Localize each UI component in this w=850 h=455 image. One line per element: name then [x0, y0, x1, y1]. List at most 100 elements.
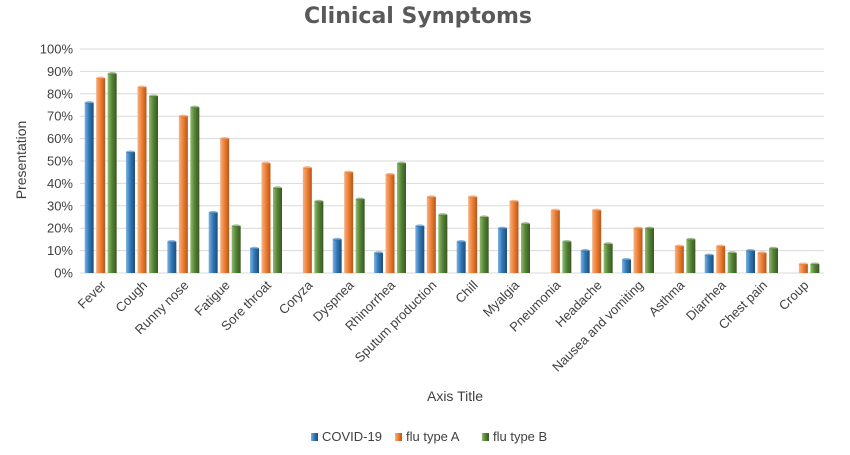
bar-flu-type-b-coryza — [314, 201, 324, 273]
bar-flu-type-b-cough — [149, 96, 158, 273]
bar-covid-19-nausea-and-vomiting — [622, 259, 631, 273]
bar-flu-type-b-headache — [603, 243, 613, 273]
legend-swatch — [311, 433, 318, 441]
bar-top — [468, 195, 478, 199]
bar-flu-type-b-sputum-production — [438, 214, 448, 273]
bar-top — [250, 246, 259, 250]
bar-flu-type-a-sputum-production — [426, 196, 436, 273]
bar-top — [374, 251, 383, 255]
y-tick-label: 20% — [47, 221, 73, 236]
bar-covid-19-sore-throat — [250, 248, 259, 273]
bar-flu-type-a-pneumonia — [550, 210, 560, 273]
bar-top — [603, 242, 613, 246]
bar-top — [397, 161, 406, 165]
bar-top — [220, 137, 230, 141]
legend-label: COVID-19 — [322, 429, 382, 444]
y-tick-label: 100% — [40, 42, 74, 57]
bar-flu-type-a-croup — [798, 264, 808, 273]
bar-top — [562, 240, 572, 244]
bar-flu-type-b-asthma — [686, 239, 696, 273]
bar-flu-type-a-chest-pain — [757, 252, 767, 273]
bar-top — [498, 226, 507, 230]
y-tick-label: 40% — [47, 176, 73, 191]
bar-flu-type-b-pneumonia — [562, 241, 572, 273]
bar-top — [746, 249, 755, 253]
bar-top — [456, 240, 466, 244]
y-tick-label: 60% — [47, 131, 73, 146]
x-tick-label: Fever — [75, 277, 110, 312]
bar-top — [178, 114, 188, 118]
bar-flu-type-a-chill — [468, 196, 478, 273]
bar-flu-type-b-croup — [810, 264, 820, 273]
bar-flu-type-b-fever — [107, 73, 117, 273]
legend-label: flu type A — [406, 429, 460, 444]
bar-covid-19-chest-pain — [746, 250, 755, 273]
y-tick-label: 0% — [54, 266, 73, 281]
bar-top — [550, 208, 560, 212]
legend: COVID-19 flu type A flu type B — [311, 429, 547, 444]
x-tick-label: Asthma — [646, 277, 688, 319]
bar-flu-type-a-rhinorrhea — [385, 174, 395, 273]
bar-flu-type-b-chest-pain — [769, 248, 778, 273]
bar-top — [592, 208, 602, 212]
bar-top — [107, 72, 117, 76]
bar-top — [167, 240, 177, 244]
bar-top — [798, 262, 808, 266]
x-tick-label: Cough — [112, 278, 150, 316]
bar-flu-type-b-myalgia — [521, 223, 530, 273]
y-axis-title: Presentation — [13, 121, 29, 200]
bar-flu-type-b-runny-nose — [190, 107, 200, 274]
legend-swatch — [395, 433, 402, 441]
bar-covid-19-cough — [126, 152, 135, 273]
bar-top — [261, 161, 271, 165]
x-tick-label: Croup — [776, 278, 812, 314]
bar-flu-type-a-sore-throat — [261, 163, 271, 273]
y-tick-label: 10% — [47, 243, 73, 258]
bar-top — [126, 150, 135, 154]
bar-flu-type-a-coryza — [302, 167, 312, 273]
bar-top — [727, 251, 737, 255]
bar-top — [273, 186, 282, 190]
bar-flu-type-b-sore-throat — [273, 187, 282, 273]
bar-top — [332, 237, 342, 241]
bar-flu-type-b-nausea-and-vomiting — [645, 228, 654, 273]
bar-flu-type-a-runny-nose — [178, 116, 188, 273]
bar-top — [686, 237, 696, 241]
bar-covid-19-runny-nose — [167, 241, 177, 273]
bar-top — [580, 249, 590, 253]
x-tick-label: Fatigue — [192, 278, 233, 319]
bar-top — [521, 222, 530, 226]
bar-top — [438, 213, 448, 217]
bar-top — [149, 94, 158, 98]
bar-top — [137, 85, 147, 89]
bar-covid-19-headache — [580, 250, 590, 273]
bar-flu-type-b-rhinorrhea — [397, 163, 406, 273]
bar-top — [645, 226, 654, 230]
bar-flu-type-b-fatigue — [231, 225, 241, 273]
bar-top — [716, 244, 726, 248]
bar-covid-19-chill — [456, 241, 466, 273]
chart-title: Clinical Symptoms — [304, 4, 532, 29]
y-tick-label: 70% — [47, 109, 73, 124]
legend-label: flu type B — [493, 429, 547, 444]
bar-top — [84, 101, 94, 105]
bar-top — [415, 224, 425, 228]
bar-top — [302, 166, 312, 170]
bar-top — [633, 226, 643, 230]
bar-top — [674, 244, 684, 248]
bar-top — [479, 215, 489, 219]
bar-top — [96, 76, 106, 80]
x-tick-label: Coryza — [276, 277, 316, 317]
y-tick-label: 50% — [47, 154, 73, 169]
bar-flu-type-a-fatigue — [220, 138, 230, 273]
bar-top — [190, 105, 200, 109]
bar-flu-type-a-asthma — [674, 246, 684, 273]
bar-covid-19-rhinorrhea — [374, 252, 383, 273]
bar-covid-19-diarrhea — [704, 255, 714, 273]
y-tick-label: 30% — [47, 198, 73, 213]
bar-flu-type-a-cough — [137, 87, 147, 273]
bar-top — [509, 199, 519, 203]
bar-covid-19-sputum-production — [415, 225, 425, 273]
bar-covid-19-dyspnea — [332, 239, 342, 273]
